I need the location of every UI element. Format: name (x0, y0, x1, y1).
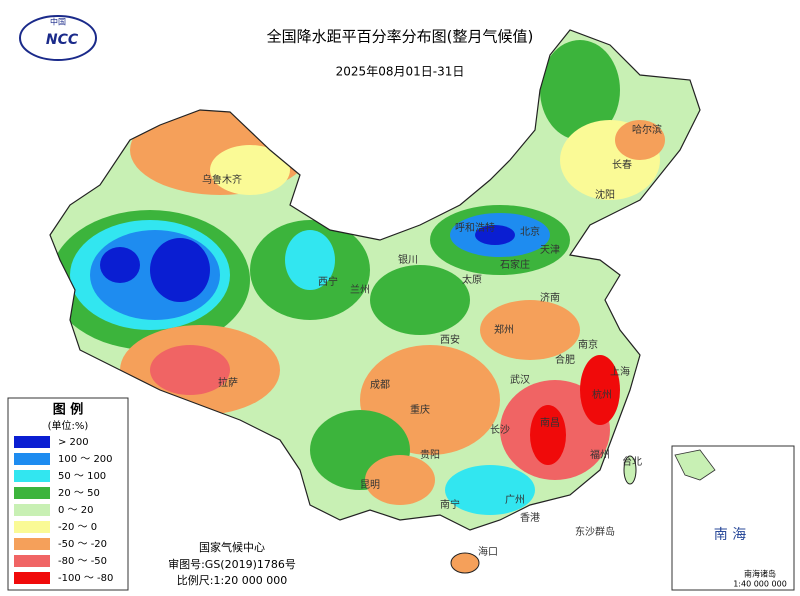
place: 合肥 (555, 353, 575, 366)
place: 石家庄 (500, 258, 530, 271)
place: 台北 (622, 455, 642, 468)
logo-text: 中国 (50, 17, 66, 27)
places: 乌鲁木齐 拉萨 西宁 兰州 银川 呼和浩特 北京 天津 石家庄 太原 济南 郑州… (202, 123, 662, 558)
legend-label: 100 ～ 200 (58, 454, 113, 465)
place: 东沙群岛 (575, 525, 615, 538)
place: 南昌 (540, 416, 560, 429)
place: 哈尔滨 (632, 123, 662, 136)
place: 上海 (610, 365, 630, 378)
inset-scale: 1:40 000 000 (733, 580, 787, 589)
place: 福州 (590, 448, 610, 461)
footer-approval: 审图号:GS(2019)1786号 (168, 557, 296, 571)
legend-title: 图 例 (53, 402, 84, 418)
title: 全国降水距平百分率分布图(整月气候值) (267, 28, 534, 46)
place: 西宁 (318, 275, 338, 288)
date: 2025年08月01日-31日 (336, 65, 465, 79)
legend-label: -100 ～ -80 (58, 573, 113, 584)
legend-label: -20 ～ 0 (58, 522, 97, 533)
legend-swatch (14, 538, 50, 550)
place: 海口 (478, 545, 498, 558)
legend-swatch (14, 436, 50, 448)
place: 贵阳 (420, 448, 440, 461)
legend-label: > 200 (58, 437, 89, 448)
place: 兰州 (350, 283, 370, 296)
legend-swatch (14, 555, 50, 567)
place: 长沙 (490, 424, 510, 436)
place: 重庆 (410, 403, 430, 416)
legend-label: -80 ～ -50 (58, 556, 107, 567)
taiwan (623, 455, 637, 485)
legend-swatch (14, 487, 50, 499)
footer-scale: 比例尺:1:20 000 000 (177, 573, 287, 587)
legend-label: -50 ～ -20 (58, 539, 107, 550)
place: 银川 (398, 253, 418, 266)
legend-label: 0 ～ 20 (58, 505, 93, 516)
place: 广州 (505, 494, 525, 506)
place: 太原 (462, 273, 482, 286)
place: 沈阳 (595, 188, 615, 201)
border (49, 29, 701, 531)
place: 杭州 (592, 388, 612, 401)
place: 昆明 (360, 479, 380, 491)
place: 乌鲁木齐 (202, 173, 242, 186)
logo-abbr: NCC (46, 32, 79, 48)
legend-swatch (14, 470, 50, 482)
legend-swatch (14, 504, 50, 516)
legend-label: 50 ～ 100 (58, 471, 106, 482)
place: 南京 (578, 338, 598, 351)
legend-swatch (14, 572, 50, 584)
logo: 中国 NCC (19, 15, 97, 61)
legend-unit: (单位:%) (48, 419, 89, 432)
place: 香港 (520, 512, 540, 524)
legend-swatch (14, 521, 50, 533)
legend-label: 20 ～ 50 (58, 488, 100, 499)
place: 西安 (440, 333, 460, 346)
place: 郑州 (494, 323, 514, 336)
legend-swatch (14, 453, 50, 465)
inset-islands: 南海诸岛 (744, 569, 776, 579)
place: 成都 (370, 379, 390, 391)
hainan (450, 552, 480, 574)
place: 长春 (612, 159, 632, 171)
place: 武汉 (510, 373, 530, 386)
place: 北京 (520, 225, 540, 238)
place: 南宁 (440, 498, 460, 511)
inset-land (674, 449, 716, 481)
place: 天津 (540, 244, 560, 256)
footer-org: 国家气候中心 (199, 540, 265, 554)
place: 济南 (540, 291, 560, 304)
place: 拉萨 (218, 376, 238, 389)
inset-sea: 南 海 (714, 527, 746, 543)
legend-items: > 200 100 ～ 200 50 ～ 100 20 ～ 50 0 ～ 20 -20 ～… (14, 436, 113, 584)
place: 呼和浩特 (455, 222, 495, 234)
